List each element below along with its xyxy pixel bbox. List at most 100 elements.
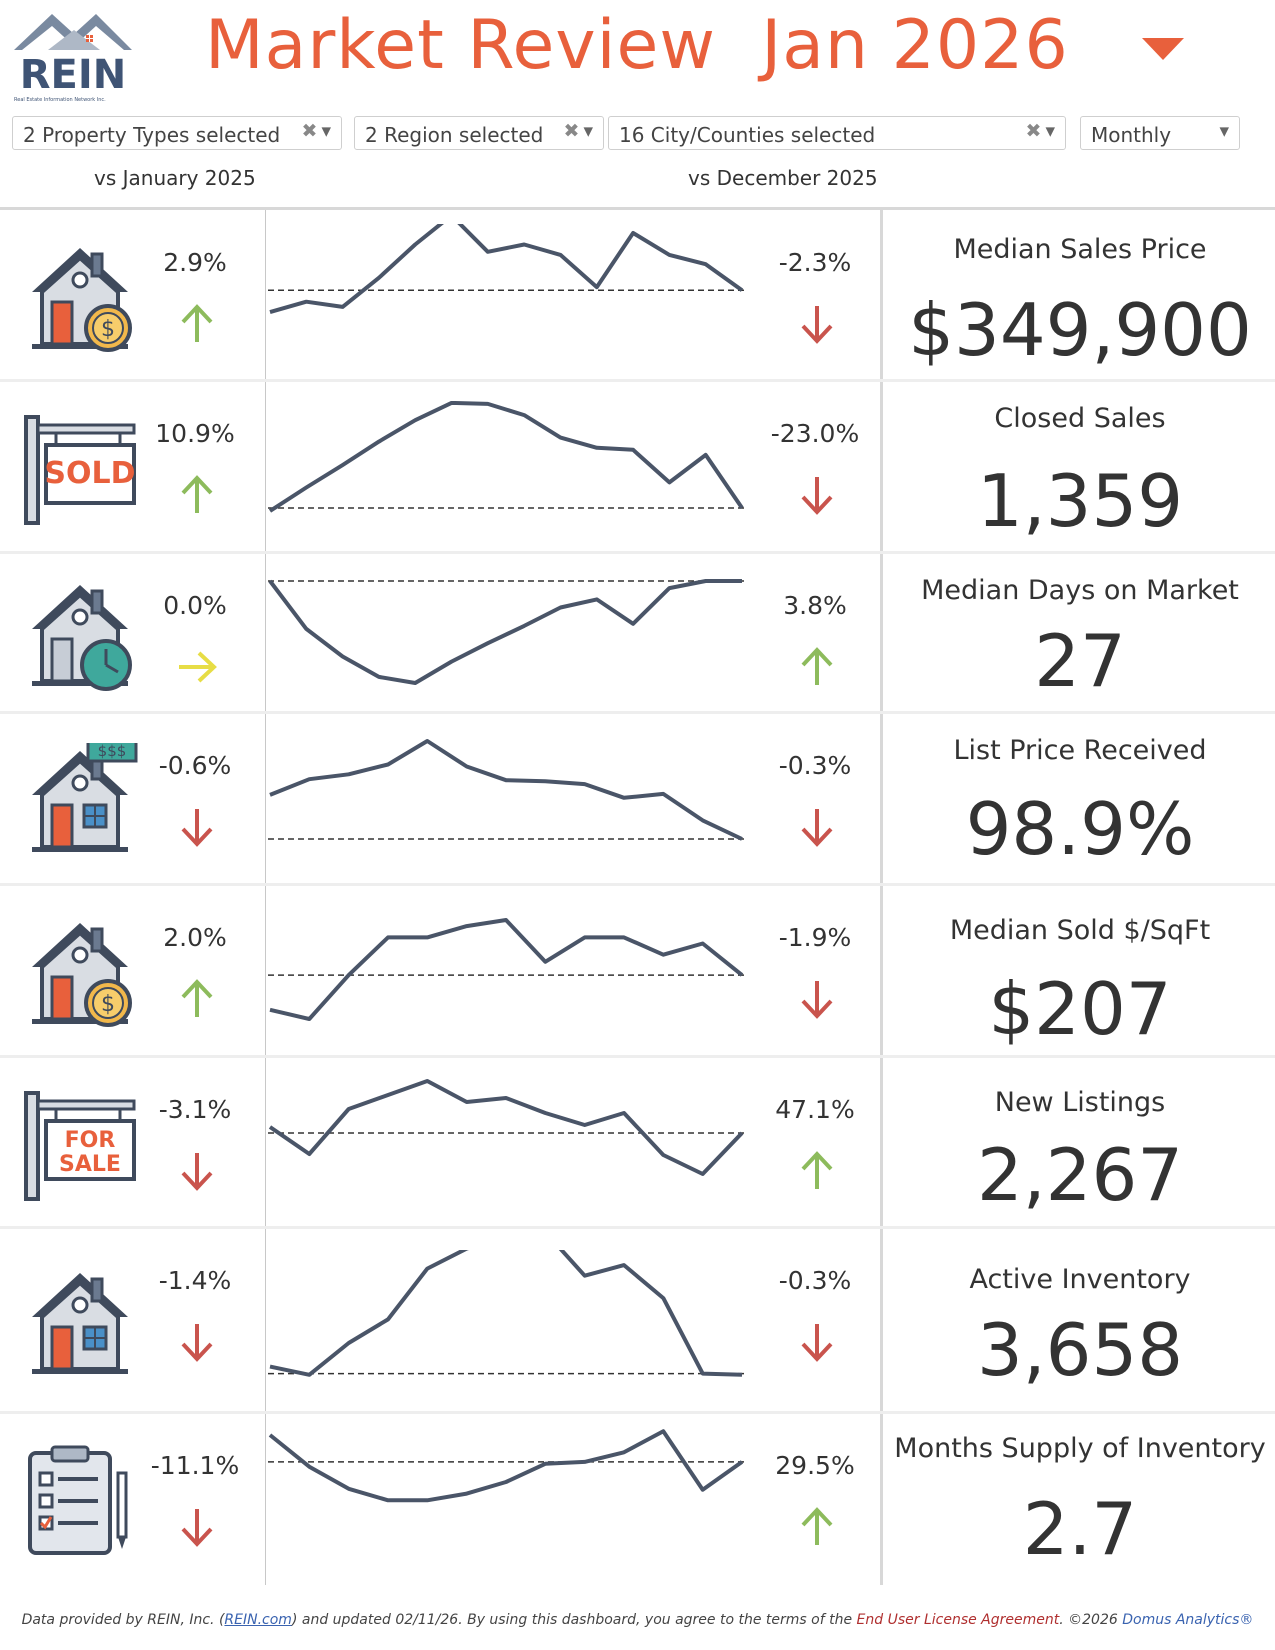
trend-sparkline	[268, 1250, 744, 1377]
svg-text:SALE: SALE	[59, 1152, 121, 1177]
column-divider-left	[265, 210, 266, 1585]
metric-title: List Price Received	[953, 735, 1207, 766]
footer: Data provided by REIN, Inc. (REIN.com) a…	[0, 1612, 1275, 1628]
trend-line	[268, 579, 742, 685]
metric-row: -1.4% -0.3% Active Inventory 3,658	[0, 1228, 1275, 1413]
mom-up-arrow-icon	[797, 645, 837, 689]
region-filter[interactable]: 2 Region selected ✖ ▾	[354, 116, 604, 150]
mom-change: -2.3%	[778, 248, 852, 277]
row-divider	[0, 1055, 1275, 1058]
row-divider	[0, 883, 1275, 886]
yoy-change: 2.9%	[163, 248, 227, 277]
metric-value: 3,658	[976, 1308, 1184, 1392]
for-sale-sign-icon: FOR SALE	[24, 1090, 136, 1201]
sold-sign-icon: SOLD	[24, 415, 136, 525]
mom-change: -0.3%	[778, 1266, 852, 1295]
mom-change: 3.8%	[783, 591, 847, 620]
clear-icon[interactable]: ✖	[301, 120, 318, 142]
trend-line	[269, 1250, 743, 1377]
svg-text:$: $	[101, 992, 115, 1017]
mom-down-arrow-icon	[797, 977, 837, 1021]
yoy-down-arrow-icon	[177, 1320, 217, 1364]
yoy-up-arrow-icon	[177, 302, 217, 346]
rein-logo: REIN Real Estate Information Network Inc…	[14, 14, 132, 103]
yoy-up-arrow-icon	[177, 977, 217, 1021]
metric-value: 98.9%	[965, 787, 1195, 871]
metric-row: $2.0% -1.9% Median Sold $/SqFt $207	[0, 885, 1275, 1057]
yoy-down-arrow-icon	[177, 1149, 217, 1193]
rein-link[interactable]: REIN.com	[224, 1612, 292, 1628]
metric-row: $$$ -0.6% -0.3% List Price Received 98.9%	[0, 713, 1275, 885]
metric-value: 2.7	[1022, 1487, 1138, 1571]
trend-line	[269, 224, 744, 315]
clear-icon[interactable]: ✖	[563, 120, 580, 142]
mom-change: 29.5%	[775, 1451, 855, 1480]
period-value: Monthly	[1091, 123, 1172, 147]
house-icon	[32, 1272, 128, 1374]
metric-value: $207	[988, 967, 1172, 1051]
yoy-down-arrow-icon	[177, 1505, 217, 1549]
cities-filter[interactable]: 16 City/Counties selected ✖ ▾	[608, 116, 1066, 150]
trend-line	[269, 918, 744, 1021]
trend-line	[268, 1079, 744, 1176]
yoy-change: -1.4%	[158, 1266, 232, 1295]
metric-row: SOLD 10.9% -23.0% Closed Sales 1,359	[0, 381, 1275, 553]
metric-title: Median Sold $/SqFt	[949, 915, 1211, 946]
trend-sparkline	[268, 739, 744, 841]
mom-down-arrow-icon	[797, 302, 837, 346]
house-clock-icon	[32, 585, 132, 691]
eula-link[interactable]: End User License Agreement	[856, 1612, 1060, 1628]
clear-icon[interactable]: ✖	[1025, 120, 1042, 142]
property-types-filter[interactable]: 2 Property Types selected ✖ ▾	[12, 116, 342, 150]
chevron-down-icon[interactable]: ▾	[321, 120, 331, 142]
mom-down-arrow-icon	[797, 1320, 837, 1364]
mom-down-arrow-icon	[797, 805, 837, 849]
page-title: Market Review Jan 2026	[205, 6, 1069, 85]
trend-sparkline	[268, 224, 744, 315]
footer-copy: . ©2026	[1059, 1612, 1123, 1628]
trend-line	[268, 401, 744, 513]
metric-title: Active Inventory	[969, 1264, 1191, 1295]
mom-change: 47.1%	[775, 1095, 855, 1124]
yoy-up-arrow-icon	[177, 473, 217, 517]
trend-sparkline	[268, 918, 744, 1021]
property-types-value: 2 Property Types selected	[23, 123, 281, 147]
metric-title: Median Sales Price	[953, 234, 1207, 265]
metric-title: Closed Sales	[994, 403, 1166, 434]
house-dollar-icon: $	[32, 247, 132, 352]
logo-text: REIN	[20, 52, 126, 98]
trend-sparkline	[268, 1429, 744, 1503]
house-dollar-icon: $	[32, 923, 132, 1027]
svg-text:$: $	[101, 317, 115, 342]
row-divider	[0, 711, 1275, 714]
yoy-change: -3.1%	[158, 1095, 232, 1124]
chevron-down-icon[interactable]: ▾	[1219, 120, 1229, 142]
yoy-flat-arrow-icon	[177, 645, 217, 689]
metric-value: 27	[1034, 619, 1126, 703]
yoy-change: -11.1%	[150, 1451, 240, 1480]
yoy-change: 10.9%	[155, 419, 235, 448]
brand-link[interactable]: Domus Analytics®	[1122, 1612, 1254, 1628]
row-divider	[0, 1226, 1275, 1229]
mom-change: -1.9%	[778, 923, 852, 952]
footer-mid: ) and updated 02/11/26. By using this da…	[291, 1612, 857, 1628]
region-value: 2 Region selected	[365, 123, 544, 147]
cities-value: 16 City/Counties selected	[619, 123, 876, 147]
column-divider-right	[880, 210, 883, 1585]
metric-row: 0.0% 3.8% Median Days on Market 27	[0, 553, 1275, 713]
trend-sparkline	[268, 579, 744, 685]
mom-up-arrow-icon	[797, 1149, 837, 1193]
svg-text:SOLD: SOLD	[44, 456, 135, 491]
mom-change: -0.3%	[778, 751, 852, 780]
period-filter[interactable]: Monthly ▾	[1080, 116, 1240, 150]
chevron-down-icon[interactable]: ▾	[1045, 120, 1055, 142]
header-divider	[0, 207, 1275, 210]
metric-row: -11.1% 29.5% Months Supply of Inventory 2.7	[0, 1413, 1275, 1585]
metric-title: Months Supply of Inventory	[894, 1433, 1266, 1464]
metric-row: FOR SALE -3.1% 47.1% New Listings 2,267	[0, 1057, 1275, 1228]
yoy-change: -0.6%	[158, 751, 232, 780]
metric-title: Median Days on Market	[921, 575, 1239, 606]
menu-dropdown-icon[interactable]	[1140, 32, 1186, 66]
chevron-down-icon[interactable]: ▾	[583, 120, 593, 142]
row-divider	[0, 379, 1275, 382]
